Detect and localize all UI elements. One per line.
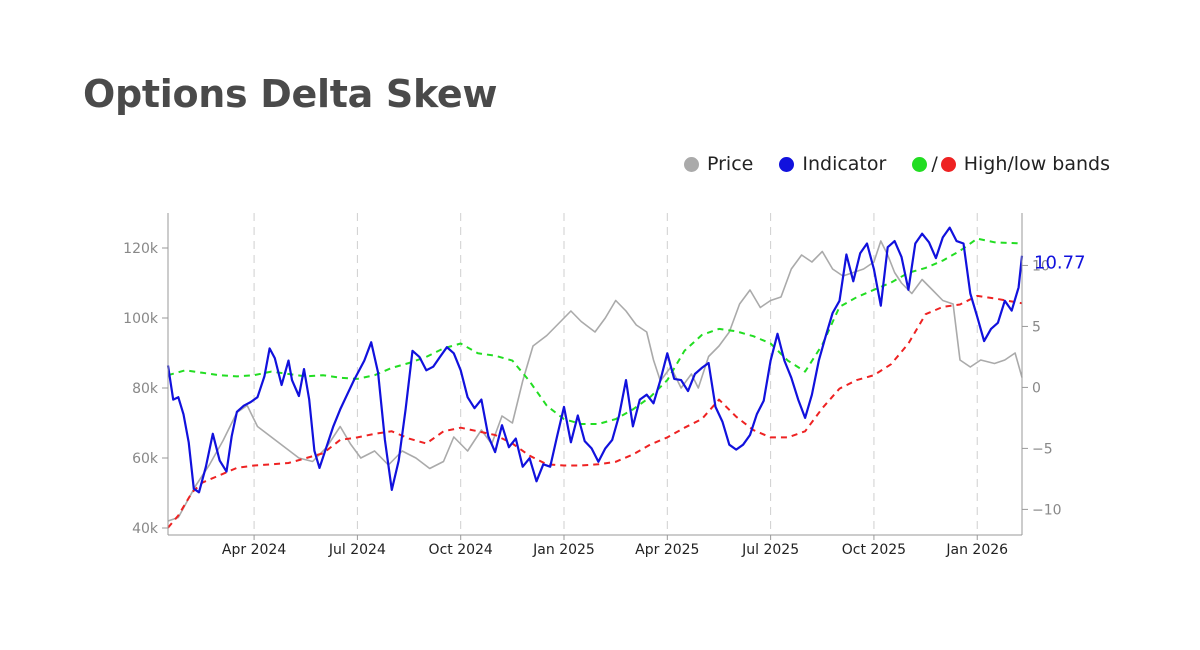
legend-label-bands: High/low bands <box>963 153 1110 175</box>
low-band-series-line <box>167 294 1023 529</box>
x-tick-label: Jul 2025 <box>741 542 799 558</box>
x-tick-label: Oct 2025 <box>842 542 906 558</box>
indicator-series-line <box>166 226 1024 494</box>
x-tick-label: Jul 2024 <box>328 542 386 558</box>
right-tick-label: −5 <box>1032 441 1053 457</box>
x-tick-label: Apr 2024 <box>222 542 286 558</box>
x-tick-label: Jan 2025 <box>532 542 595 558</box>
left-tick-label: 100k <box>123 311 159 327</box>
left-axis-ticks: 40k 60k 80k 100k 120k <box>123 241 168 537</box>
left-tick-label: 60k <box>132 451 159 467</box>
legend-item-bands: / High/low bands <box>912 153 1110 175</box>
legend-item-indicator: Indicator <box>779 153 886 175</box>
high-band-series-line <box>167 237 1023 425</box>
legend-label-indicator: Indicator <box>802 153 887 175</box>
chart-legend: Price Indicator / High/low bands <box>658 153 1110 175</box>
legend-separator: / <box>931 153 938 175</box>
left-tick-label: 40k <box>132 521 159 537</box>
right-tick-label: −10 <box>1032 502 1062 518</box>
right-axis-ticks: −10 −5 0 5 10 <box>1022 258 1062 518</box>
high-band-legend-dot-icon <box>912 156 928 172</box>
axes <box>167 213 1023 535</box>
right-tick-label: 0 <box>1032 380 1041 396</box>
price-legend-dot-icon <box>684 156 699 172</box>
vertical-gridlines <box>253 213 978 535</box>
legend-label-price: Price <box>707 153 754 175</box>
x-tick-label: Apr 2025 <box>635 542 699 558</box>
left-tick-label: 80k <box>132 381 159 397</box>
right-tick-label: 5 <box>1032 319 1041 335</box>
low-band-legend-dot-icon <box>940 156 956 172</box>
right-tick-label: 10 <box>1032 258 1050 274</box>
last-value-label: 10.77 <box>1034 253 1086 274</box>
chart-title: Options Delta Skew <box>83 72 498 116</box>
x-tick-label: Jan 2026 <box>945 542 1008 558</box>
legend-item-price: Price <box>684 153 753 175</box>
left-tick-label: 120k <box>123 241 159 257</box>
price-series-line <box>167 240 1023 522</box>
indicator-legend-dot-icon <box>779 156 795 172</box>
series-layer <box>166 226 1024 529</box>
x-axis-ticks: Apr 2024 Jul 2024 Oct 2024 Jan 2025 Apr 2025… <box>168 534 1022 558</box>
x-tick-label: Oct 2024 <box>429 542 493 558</box>
